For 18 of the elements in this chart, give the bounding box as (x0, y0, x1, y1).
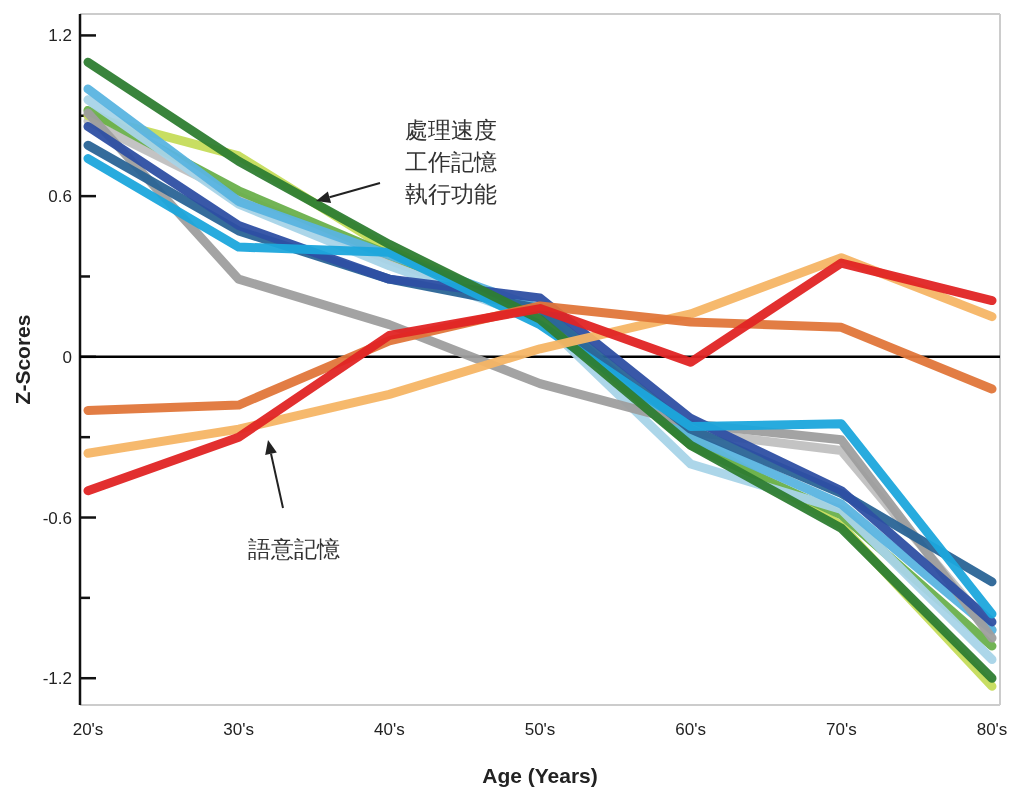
x-tick-label: 60's (675, 720, 706, 739)
y-axis-title: Z-Scores (11, 314, 34, 405)
annotation: 工作記憶 (405, 149, 497, 175)
x-tick-label: 40's (374, 720, 405, 739)
y-tick-label: 0.6 (48, 187, 72, 207)
y-tick-label: 0 (62, 347, 72, 367)
x-tick-label: 80's (976, 720, 1008, 739)
y-tick-label: -0.6 (42, 508, 72, 528)
y-tick-label: -1.2 (42, 669, 72, 689)
annotation: 語意記憶 (248, 536, 340, 562)
x-tick-label: 30's (223, 720, 254, 739)
x-tick-label: 20's (72, 720, 104, 739)
y-tick-label: 1.2 (48, 26, 72, 46)
annotation: 處理速度 (405, 117, 497, 143)
x-tick-label: 70's (826, 720, 857, 739)
annotation: 執行功能 (405, 181, 497, 207)
x-axis-title: Age (Years) (482, 764, 598, 787)
x-tick-label: 50's (524, 720, 556, 739)
